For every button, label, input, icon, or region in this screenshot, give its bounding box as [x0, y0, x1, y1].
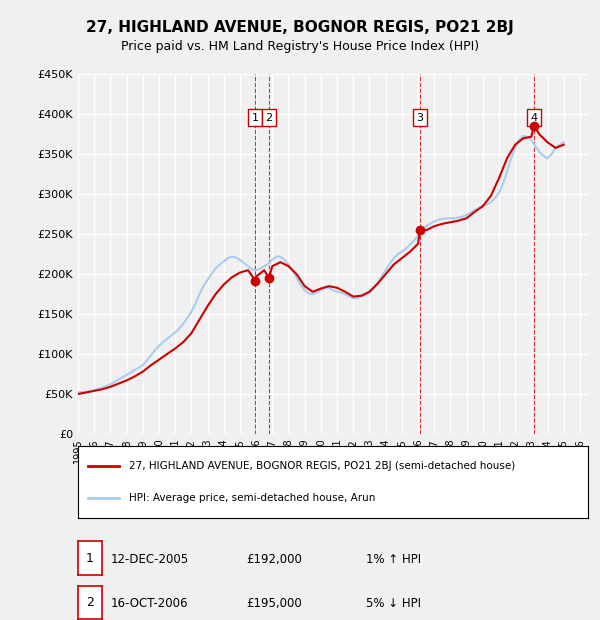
Text: 2: 2 — [265, 113, 272, 123]
Text: HPI: Average price, semi-detached house, Arun: HPI: Average price, semi-detached house,… — [129, 493, 376, 503]
Text: £192,000: £192,000 — [246, 552, 302, 565]
Text: 1: 1 — [86, 552, 94, 564]
Text: Price paid vs. HM Land Registry's House Price Index (HPI): Price paid vs. HM Land Registry's House … — [121, 40, 479, 53]
Text: 2: 2 — [86, 596, 94, 609]
Text: 27, HIGHLAND AVENUE, BOGNOR REGIS, PO21 2BJ (semi-detached house): 27, HIGHLAND AVENUE, BOGNOR REGIS, PO21 … — [129, 461, 515, 471]
Text: 5% ↓ HPI: 5% ↓ HPI — [366, 597, 421, 610]
Text: 1: 1 — [252, 113, 259, 123]
Text: 12-DEC-2005: 12-DEC-2005 — [111, 552, 189, 565]
Text: £195,000: £195,000 — [246, 597, 302, 610]
Text: 27, HIGHLAND AVENUE, BOGNOR REGIS, PO21 2BJ: 27, HIGHLAND AVENUE, BOGNOR REGIS, PO21 … — [86, 20, 514, 35]
Text: 16-OCT-2006: 16-OCT-2006 — [111, 597, 188, 610]
Text: 1% ↑ HPI: 1% ↑ HPI — [366, 552, 421, 565]
Text: 3: 3 — [416, 113, 424, 123]
Text: 4: 4 — [530, 113, 538, 123]
